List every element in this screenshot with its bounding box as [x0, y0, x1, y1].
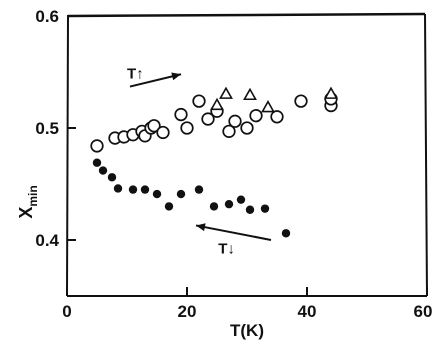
x-tick-label: 60 [414, 302, 433, 321]
open-circle-point [90, 139, 104, 153]
y-axis-label-main: X [16, 207, 36, 219]
x-axis-label: T(K) [230, 321, 264, 340]
x-tick-label: 40 [298, 302, 317, 321]
filled-circle-point [92, 158, 102, 167]
y-tick-label: 0.5 [35, 119, 59, 138]
filled-circle-point [236, 195, 246, 204]
annotation-arrow-head [196, 223, 206, 232]
annotation-label: T↑ [127, 66, 144, 83]
y-tick-label: 0.4 [35, 231, 59, 250]
open-triangle-point [219, 86, 233, 99]
open-circle-point [228, 114, 242, 128]
filled-circle-point [107, 173, 117, 182]
annotation-label: T↓ [218, 240, 235, 257]
filled-circle-point [209, 202, 219, 211]
filled-circle-point [152, 189, 162, 199]
open-circle-point [192, 94, 206, 108]
open-circle-point [147, 119, 161, 133]
open-triangle-point [261, 100, 275, 113]
y-axis-label-sub: min [26, 185, 40, 206]
open-circle-point [156, 125, 170, 140]
filled-circle-point [176, 189, 186, 199]
filled-circle-point [113, 184, 123, 193]
svg-text:Xmin: Xmin [16, 185, 40, 218]
open-circle-point [294, 94, 308, 108]
open-triangle-point [210, 97, 224, 111]
frame-right [424, 13, 428, 297]
filled-circle-point [98, 166, 108, 175]
axis-ticks [66, 15, 428, 296]
annotations: T↑ T↓ [127, 66, 272, 257]
x-tick-label: 20 [178, 302, 197, 321]
filled-circle-point [224, 199, 234, 209]
filled-circle-point [140, 185, 150, 194]
open-circle-point [240, 121, 254, 135]
filled-circle-point [128, 185, 138, 194]
open-circle-point [180, 121, 194, 135]
open-circle-point [270, 110, 284, 124]
annotation-arrow-head [171, 72, 181, 81]
open-circle-point [174, 107, 188, 122]
filled-circle-point [245, 205, 255, 214]
filled-circle-point [164, 202, 174, 211]
open-circle-point [222, 124, 236, 139]
open-circle-point [249, 109, 263, 123]
annotation-arrow-shaft [195, 224, 272, 241]
y-axis-label: Xmin [16, 185, 40, 218]
filled-circle-point [260, 204, 270, 213]
plot-frame [66, 12, 428, 297]
open-triangle-point [324, 86, 338, 99]
filled-circle-point [281, 229, 291, 238]
x-tick-label: 0 [62, 302, 71, 321]
filled-circle-point [194, 185, 204, 194]
axis-tick-labels: 0 20 40 60 0.4 0.5 0.6 [35, 7, 432, 321]
open-triangle-point [243, 87, 257, 101]
data-points [90, 86, 338, 238]
y-tick-label: 0.6 [35, 7, 59, 26]
open-circle-point [201, 112, 215, 126]
frame-top [67, 12, 426, 18]
y-axis-line [66, 15, 69, 297]
